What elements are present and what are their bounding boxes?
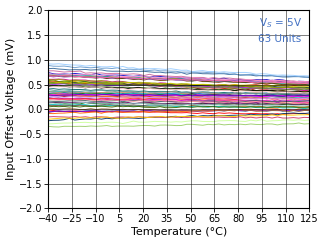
Y-axis label: Input Offset Voltage (mV): Input Offset Voltage (mV) (6, 38, 16, 181)
Text: V$_S$ = 5V
63 Units: V$_S$ = 5V 63 Units (258, 16, 302, 44)
X-axis label: Temperature (°C): Temperature (°C) (131, 227, 227, 237)
